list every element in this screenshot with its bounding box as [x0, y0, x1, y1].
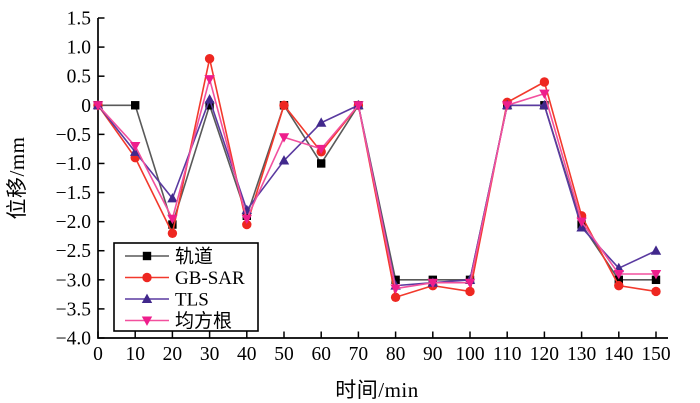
triangle-up-marker-icon [204, 94, 215, 104]
x-tick-label: 0 [93, 344, 103, 365]
square-marker-icon [131, 101, 140, 110]
triangle-down-marker-icon [141, 316, 153, 326]
x-tick-label: 90 [423, 344, 443, 365]
y-axis-title: 位移/mm [5, 136, 29, 220]
x-tick-label: 60 [311, 344, 331, 365]
square-marker-icon [205, 101, 214, 110]
y-tick-label: −1.5 [56, 183, 91, 204]
legend-item: 均方根 [125, 310, 232, 332]
x-tick-label: 100 [455, 344, 484, 365]
triangle-up-marker-icon [141, 293, 153, 303]
triangle-down-marker-icon [576, 217, 587, 228]
x-tick-label: 130 [567, 344, 596, 365]
x-tick-label: 50 [274, 344, 294, 365]
circle-marker-icon [142, 272, 152, 283]
triangle-up-marker-icon [650, 245, 662, 255]
triangle-down-marker-icon [204, 75, 215, 85]
circle-marker-icon [390, 292, 401, 302]
y-tick-label: −1.0 [56, 154, 91, 175]
triangle-down-marker-icon [390, 284, 401, 294]
circle-marker-icon [167, 228, 178, 238]
square-marker-icon [168, 220, 177, 229]
triangle-down-marker-icon [464, 278, 476, 289]
circle-marker-icon [651, 286, 661, 297]
x-tick-label: 30 [200, 344, 220, 365]
triangle-down-marker-icon [241, 214, 252, 225]
circle-marker-icon [204, 54, 215, 64]
triangle-up-marker-icon [278, 155, 290, 165]
x-axis-title: 时间/min [335, 378, 419, 402]
x-tick-label: 10 [125, 344, 145, 365]
circle-marker-icon [614, 280, 624, 291]
square-marker-icon [651, 275, 661, 285]
circle-marker-icon [279, 100, 289, 110]
square-marker-icon [142, 251, 152, 261]
x-tick-label: 140 [604, 344, 633, 365]
triangle-down-marker-icon [613, 270, 624, 280]
triangle-down-marker-icon [316, 144, 327, 155]
square-marker-icon [391, 275, 400, 285]
y-tick-label: 0.5 [67, 67, 91, 88]
legend-item: GB-SAR [125, 268, 245, 289]
x-tick-label: 70 [349, 344, 369, 365]
triangle-up-marker-icon [316, 117, 327, 127]
triangle-up-marker-icon [167, 192, 178, 203]
circle-marker-icon [539, 77, 550, 87]
triangle-down-marker-icon [427, 278, 438, 289]
x-tick-label: 40 [237, 344, 257, 365]
y-tick-label: −0.5 [56, 125, 91, 146]
square-marker-icon [317, 159, 326, 168]
y-tick-label: −2.0 [56, 212, 91, 233]
x-tick-label: 150 [641, 344, 670, 365]
legend-item: 轨道 [125, 246, 213, 268]
y-tick-label: −3.0 [56, 270, 91, 291]
triangle-down-marker-icon [278, 133, 290, 143]
triangle-down-marker-icon [92, 101, 104, 111]
circle-marker-icon [465, 286, 475, 297]
x-tick-label: 20 [163, 344, 183, 365]
y-tick-label: −3.5 [56, 299, 91, 320]
square-marker-icon [614, 275, 623, 285]
legend-item: TLS [125, 290, 209, 311]
circle-marker-icon [242, 219, 252, 230]
legend-label: 均方根 [175, 310, 232, 332]
legend-label: TLS [175, 290, 209, 311]
series-line [97, 78, 656, 290]
x-tick-label: 110 [493, 344, 522, 365]
y-tick-label: −4.0 [56, 329, 91, 350]
triangle-down-marker-icon [353, 101, 364, 111]
series-triangle-down [92, 75, 662, 294]
triangle-down-marker-icon [502, 101, 513, 111]
x-tick-label: 80 [386, 344, 406, 365]
y-tick-label: 1.5 [67, 9, 91, 30]
triangle-up-marker-icon [539, 99, 550, 110]
legend-box [113, 242, 259, 332]
legend-label: GB-SAR [175, 268, 245, 289]
legend-label: 轨道 [175, 246, 213, 268]
triangle-down-marker-icon [167, 214, 178, 225]
y-tick-label: 0 [81, 96, 91, 117]
triangle-down-marker-icon [130, 142, 141, 152]
x-tick-label: 120 [530, 344, 559, 365]
y-tick-label: 1.0 [67, 38, 91, 59]
triangle-down-marker-icon [650, 270, 662, 280]
triangle-down-marker-icon [539, 89, 550, 100]
y-tick-label: −2.5 [56, 241, 91, 262]
